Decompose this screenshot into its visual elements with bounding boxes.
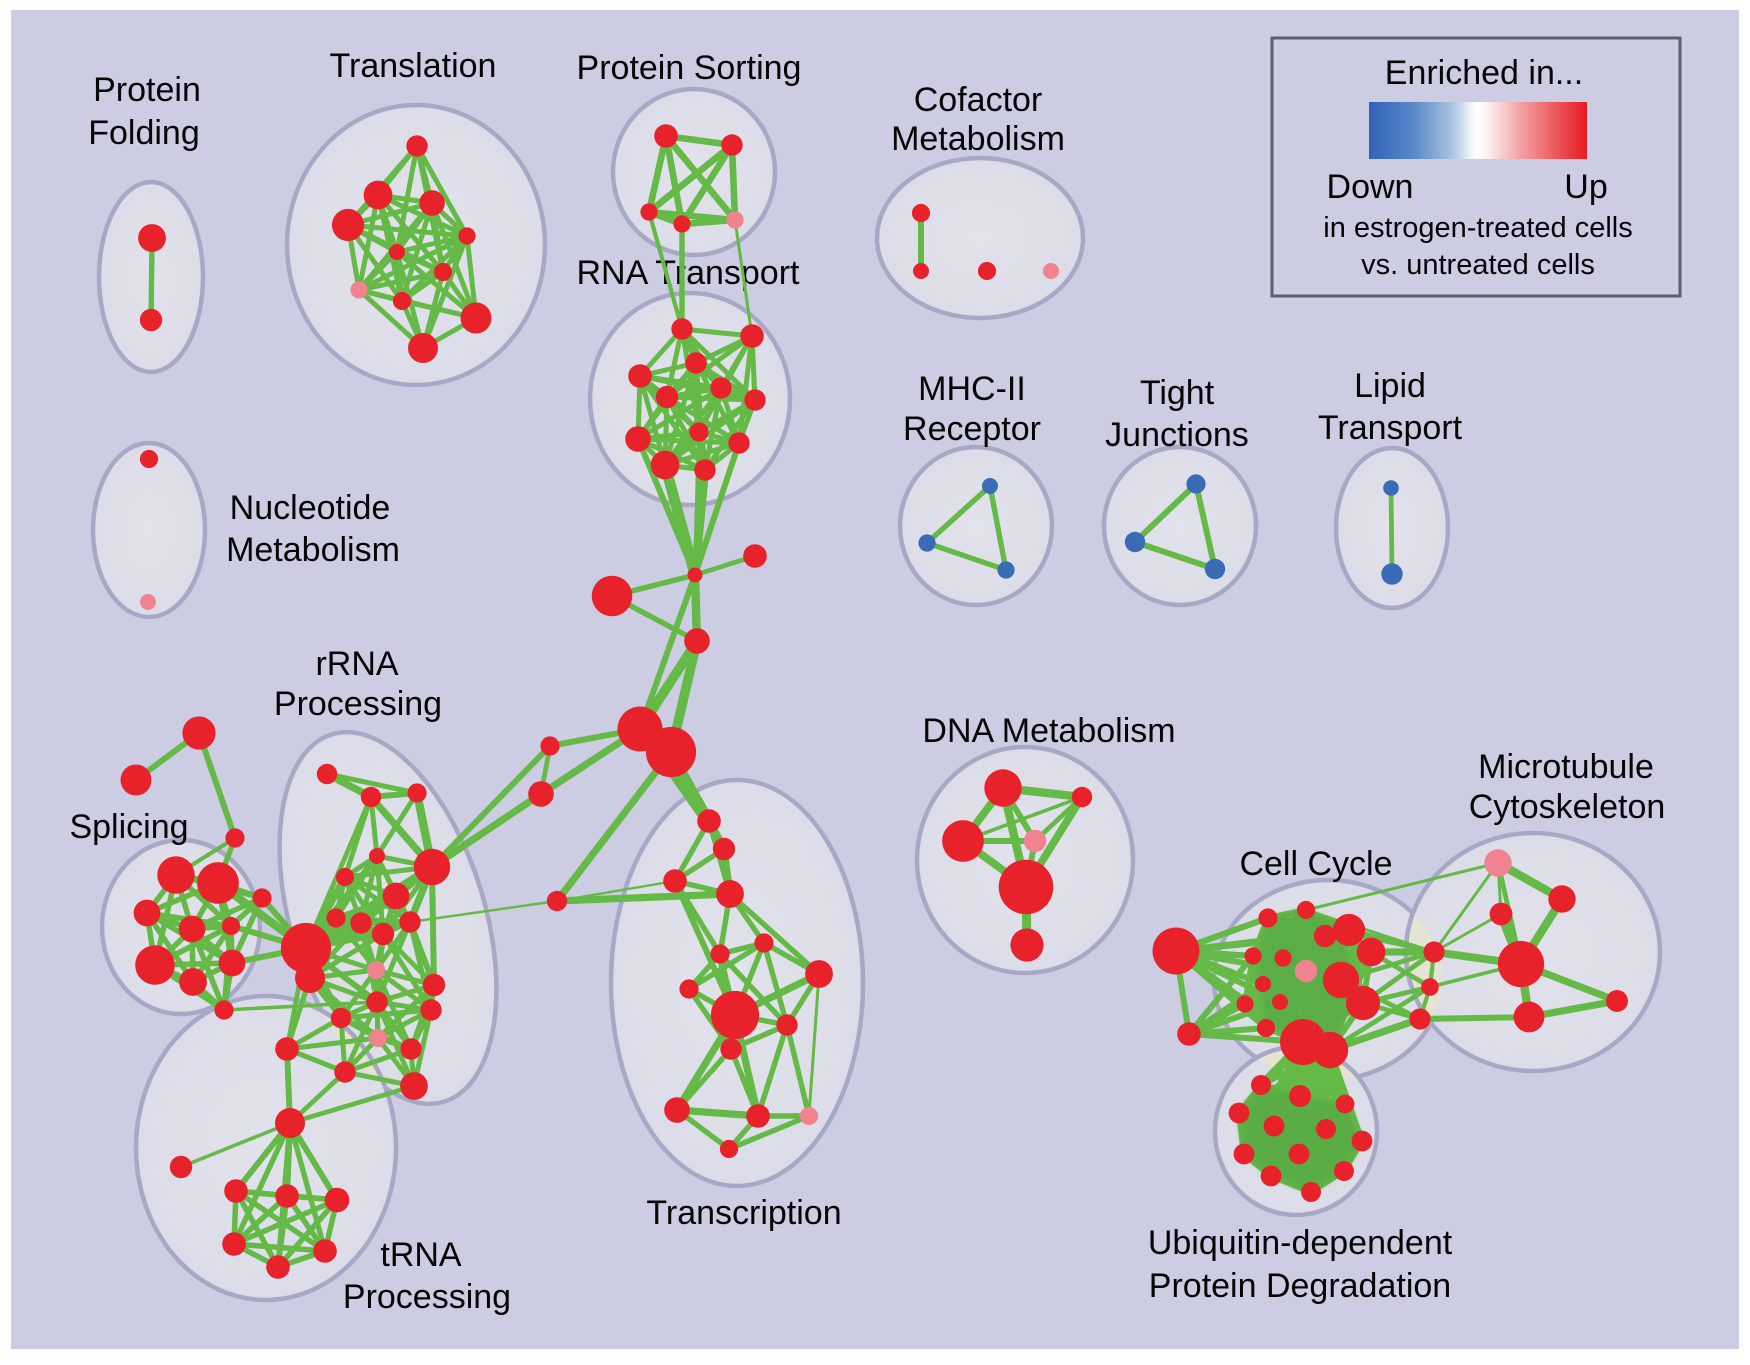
svg-text:DNA Metabolism: DNA Metabolism <box>922 712 1175 750</box>
svg-text:Splicing: Splicing <box>69 808 188 846</box>
svg-text:tRNA: tRNA <box>380 1236 462 1274</box>
svg-text:Transport: Transport <box>1318 409 1463 447</box>
svg-text:Translation: Translation <box>330 47 497 85</box>
svg-text:Ubiquitin-dependent: Ubiquitin-dependent <box>1148 1224 1453 1262</box>
svg-text:Metabolism: Metabolism <box>891 120 1065 158</box>
svg-text:Protein: Protein <box>93 71 201 109</box>
svg-text:Cofactor: Cofactor <box>914 81 1043 119</box>
svg-text:vs. untreated cells: vs. untreated cells <box>1361 249 1595 281</box>
svg-text:in estrogen-treated cells: in estrogen-treated cells <box>1323 212 1633 244</box>
svg-text:Protein Degradation: Protein Degradation <box>1149 1267 1451 1305</box>
svg-text:MHC-II: MHC-II <box>918 370 1026 408</box>
svg-text:Junctions: Junctions <box>1105 416 1249 454</box>
svg-text:Metabolism: Metabolism <box>226 531 400 569</box>
svg-text:Transcription: Transcription <box>646 1194 841 1232</box>
svg-text:rRNA: rRNA <box>315 645 398 683</box>
svg-text:Microtubule: Microtubule <box>1478 748 1654 786</box>
svg-text:Folding: Folding <box>88 114 200 152</box>
svg-text:Tight: Tight <box>1140 374 1215 412</box>
svg-text:Cell Cycle: Cell Cycle <box>1239 845 1392 883</box>
svg-text:Enriched in...: Enriched in... <box>1385 54 1583 92</box>
svg-text:Receptor: Receptor <box>903 410 1041 448</box>
svg-text:Protein Sorting: Protein Sorting <box>577 49 802 87</box>
svg-text:Down: Down <box>1327 168 1414 206</box>
svg-text:Lipid: Lipid <box>1354 367 1426 405</box>
svg-text:Up: Up <box>1564 168 1607 206</box>
svg-text:Processing: Processing <box>274 685 442 723</box>
svg-text:Processing: Processing <box>343 1278 511 1316</box>
svg-text:Cytoskeleton: Cytoskeleton <box>1469 788 1666 826</box>
svg-text:Nucleotide: Nucleotide <box>230 489 391 527</box>
svg-text:RNA Transport: RNA Transport <box>577 254 801 292</box>
